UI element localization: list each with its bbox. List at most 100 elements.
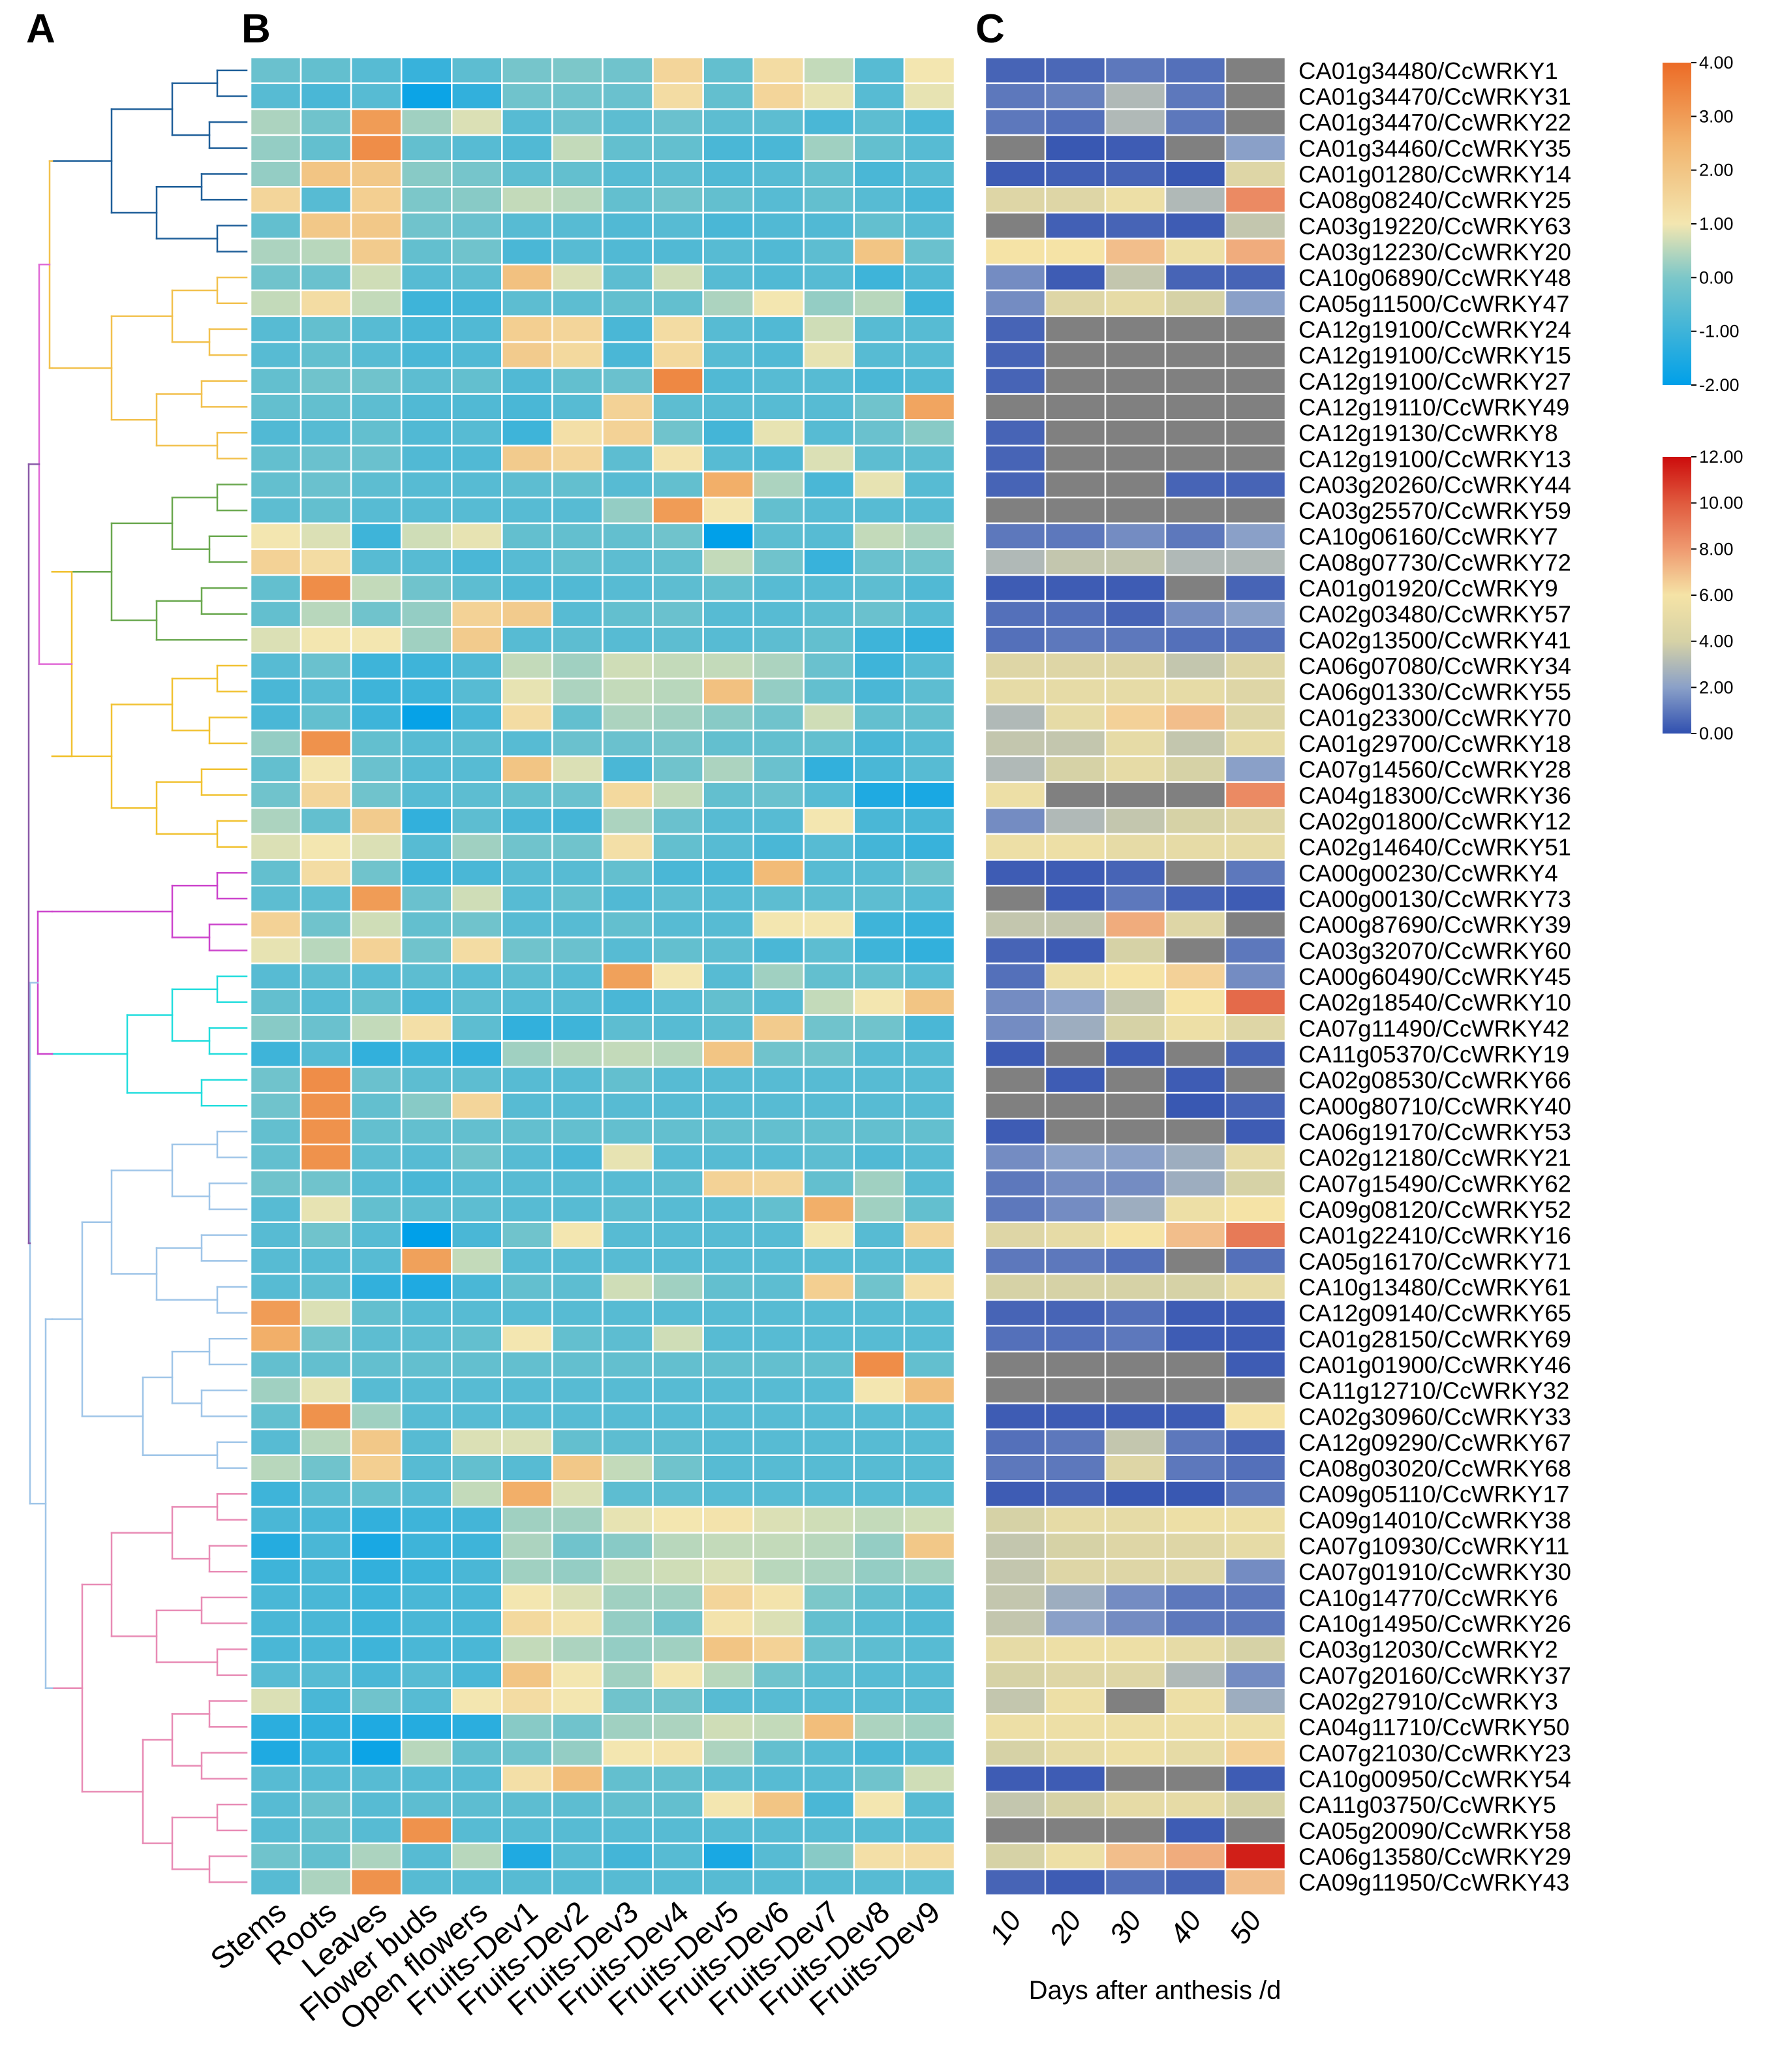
heatmap-cell <box>652 264 704 292</box>
heatmap-cell <box>602 1143 654 1171</box>
heatmap-cell <box>1104 108 1167 136</box>
colorbar-tick-label: 10.00 <box>1699 493 1743 513</box>
heatmap-cell <box>350 393 403 421</box>
heatmap-cell <box>249 444 302 472</box>
heatmap-cell <box>299 1687 352 1715</box>
heatmap-cell <box>501 82 553 110</box>
heatmap-cell <box>501 1221 553 1249</box>
heatmap-cell <box>1104 1558 1167 1586</box>
heatmap-cell <box>1044 704 1107 732</box>
heatmap-cell <box>903 1014 956 1042</box>
heatmap-cell <box>853 211 906 240</box>
heatmap-cell <box>1044 1092 1107 1120</box>
heatmap-cell <box>249 1713 302 1741</box>
heatmap-cell <box>602 1713 654 1741</box>
heatmap-cell <box>501 186 553 214</box>
heatmap-cell <box>1224 444 1287 472</box>
heatmap-cell <box>602 1868 654 1896</box>
heatmap-cell <box>299 1221 352 1249</box>
heatmap-cell <box>702 1325 754 1353</box>
heatmap-cell <box>299 1428 352 1456</box>
heatmap-cell <box>1224 393 1287 421</box>
heatmap-cell <box>702 160 754 188</box>
heatmap-cell <box>249 988 302 1016</box>
heatmap-cell <box>602 1816 654 1844</box>
heatmap-cell <box>1044 755 1107 783</box>
heatmap-cell <box>249 393 302 421</box>
heatmap-cell <box>551 704 604 732</box>
heatmap-cell <box>1224 729 1287 758</box>
heatmap-cell <box>853 108 906 136</box>
heatmap-cell <box>652 781 704 809</box>
heatmap-cell <box>752 677 805 705</box>
heatmap-cell <box>400 1635 453 1663</box>
colorbar-tick-label: 1.00 <box>1699 214 1734 234</box>
gene-label: CA10g00950/CcWRKY54 <box>1298 1766 1571 1793</box>
colorbar-tick-label: -1.00 <box>1699 322 1740 341</box>
gene-label: CA03g25570/CcWRKY59 <box>1298 497 1571 524</box>
heatmap-cell <box>752 1454 805 1482</box>
heatmap-cell <box>602 1532 654 1560</box>
heatmap-cell <box>451 1376 503 1404</box>
heatmap-cell <box>803 548 855 576</box>
heatmap-cell <box>1104 471 1167 499</box>
heatmap-cell <box>702 677 754 705</box>
heatmap-cell <box>602 936 654 965</box>
heatmap-cell <box>400 264 453 292</box>
heatmap-cell <box>249 651 302 680</box>
heatmap-cell <box>1164 315 1227 343</box>
heatmap-cell <box>853 755 906 783</box>
heatmap-cell <box>249 134 302 162</box>
heatmap-cell <box>1104 1350 1167 1379</box>
heatmap-cell <box>752 1816 805 1844</box>
heatmap-cell <box>803 1169 855 1198</box>
heatmap-cell <box>501 1868 553 1896</box>
heatmap-cell <box>551 1842 604 1870</box>
heatmap-cell <box>652 56 704 84</box>
heatmap-cell <box>652 1558 704 1586</box>
heatmap-cell <box>400 1687 453 1715</box>
heatmap-cell <box>551 1635 604 1663</box>
gene-label: CA12g19100/CcWRKY13 <box>1298 446 1571 472</box>
heatmap-cell <box>602 600 654 628</box>
heatmap-cell <box>451 600 503 628</box>
heatmap-cell <box>903 1169 956 1198</box>
heatmap-cell <box>602 807 654 835</box>
heatmap-cell <box>501 1014 553 1042</box>
heatmap-cell <box>299 1143 352 1171</box>
heatmap-cell <box>1104 729 1167 758</box>
gene-label: CA12g19110/CcWRKY49 <box>1298 394 1569 420</box>
heatmap-cell <box>400 1402 453 1430</box>
heatmap-cell <box>853 393 906 421</box>
heatmap-cell <box>752 1609 805 1637</box>
heatmap-cell <box>400 1532 453 1560</box>
heatmap-cell <box>803 1713 855 1741</box>
heatmap-cell <box>299 1092 352 1120</box>
heatmap-cell <box>903 1325 956 1353</box>
heatmap-cell <box>400 315 453 343</box>
heatmap-cell <box>602 1117 654 1146</box>
heatmap-cell <box>1044 1169 1107 1198</box>
heatmap-cell <box>803 1092 855 1120</box>
heatmap-cell <box>249 1117 302 1146</box>
heatmap-cell <box>1164 1428 1227 1456</box>
heatmap-cell <box>551 315 604 343</box>
heatmap-cell <box>299 1299 352 1327</box>
gene-label: CA11g03750/CcWRKY5 <box>1298 1791 1556 1818</box>
heatmap-cell <box>501 1609 553 1637</box>
heatmap-cell <box>702 1635 754 1663</box>
heatmap-cell <box>299 1739 352 1767</box>
heatmap-cell <box>501 522 553 550</box>
gene-label: CA02g13500/CcWRKY41 <box>1298 626 1571 653</box>
heatmap-cell <box>299 1765 352 1793</box>
heatmap-cell <box>249 859 302 887</box>
heatmap-cell <box>1044 108 1107 136</box>
heatmap-cell <box>1044 1687 1107 1715</box>
day-labels: 10 20 30 40 50 <box>983 1905 1268 1950</box>
heatmap-cell <box>1164 1661 1227 1689</box>
heatmap-cell <box>702 1480 754 1508</box>
heatmap-cell <box>249 1765 302 1793</box>
heatmap-cell <box>752 1040 805 1068</box>
heatmap-cell <box>1164 393 1227 421</box>
gene-label: CA03g20260/CcWRKY44 <box>1298 471 1571 498</box>
